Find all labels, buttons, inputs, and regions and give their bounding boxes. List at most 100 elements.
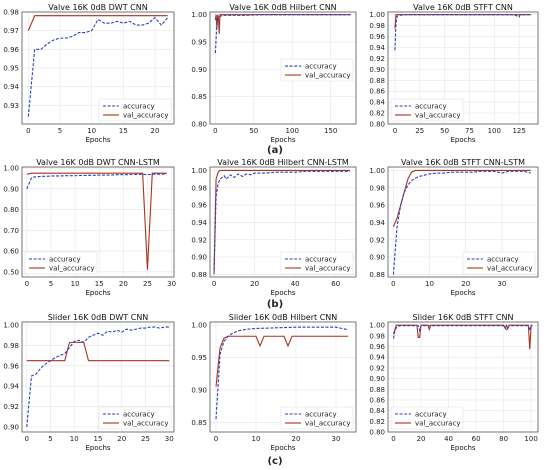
chart-panel-5: 0.88 0.90 0.92 0.94 0.96 0.98 1.00 0 20 40 60 Valve… <box>191 158 357 297</box>
x-tick-label: 25 <box>141 435 150 443</box>
chart-panel-2: 0.80 0.85 0.90 0.95 1.00 0 50 100 150 Valve 16K 0… <box>191 3 357 144</box>
plot-frame <box>209 166 357 278</box>
x-tick-label: 0 <box>391 435 395 443</box>
y-tick-label: 0.90 <box>191 386 207 394</box>
y-tick-label: 0.98 <box>369 184 385 192</box>
series-line-accuracy <box>392 170 531 275</box>
series-line-val-accuracy <box>26 172 167 270</box>
x-tick-label: 0 <box>391 280 395 288</box>
plot-frame <box>387 11 539 125</box>
x-tick-label: 0 <box>25 435 29 443</box>
chart-panel-3: 0.80 0.82 0.84 0.86 0.88 0.90 0.92 0.94 0.96 0.98… <box>369 3 539 144</box>
x-tick-label: 150 <box>324 127 337 135</box>
x-tick-label: 50 <box>440 127 449 135</box>
y-tick-label: 1.00 <box>3 165 19 173</box>
x-tick-label: 5 <box>49 280 53 288</box>
legend-label: val_accuracy <box>415 420 460 428</box>
y-tick-label: 0.90 <box>369 66 385 74</box>
plot-frame <box>21 11 175 125</box>
legend-label: accuracy <box>123 411 155 419</box>
plot-frame <box>209 321 357 433</box>
y-tick-label: 1.00 <box>369 11 385 19</box>
x-tick-label: 25 <box>143 280 152 288</box>
x-axis-label: Epochs <box>270 289 295 297</box>
series-line-accuracy <box>394 14 532 51</box>
x-tick-label: 15 <box>119 127 128 135</box>
x-tick-label: 20 <box>119 280 128 288</box>
y-tick-label: 1.00 <box>369 167 385 175</box>
y-tick-label: 0.84 <box>369 407 385 415</box>
y-tick-label: 0.80 <box>369 121 385 129</box>
legend-label: val_accuracy <box>305 420 350 428</box>
y-tick-label: 0.80 <box>191 121 207 129</box>
chart-title: Slider 16K 0dB DWT CNN <box>48 313 149 322</box>
y-tick-label: 0.95 <box>191 39 207 47</box>
y-tick-label: 0.96 <box>369 33 385 41</box>
y-tick-label: 0.94 <box>191 219 207 227</box>
plot-frame <box>21 321 175 433</box>
y-tick-label: 0.82 <box>369 110 385 118</box>
x-tick-label: 10 <box>71 280 80 288</box>
x-tick-label: 125 <box>512 127 525 135</box>
chart-title: Valve 16K 0dB Hilbert CNN <box>229 3 336 12</box>
row-label-a: (a) <box>267 145 283 156</box>
y-tick-label: 0.94 <box>369 354 385 362</box>
legend-label: accuracy <box>305 411 337 419</box>
x-tick-label: 15 <box>95 280 104 288</box>
x-tick-label: 75 <box>465 127 474 135</box>
chart-panel-8: 0.85 0.90 0.95 1.00 0 10 20 30 Slider 16K 0dB Hi… <box>191 313 357 452</box>
x-tick-label: 60 <box>472 435 481 443</box>
legend-label: val_accuracy <box>123 420 168 428</box>
y-tick-label: 0.98 <box>191 184 207 192</box>
x-tick-label: 0 <box>25 280 29 288</box>
series-line-val-accuracy <box>27 15 168 31</box>
y-tick-label: 0.88 <box>191 271 207 279</box>
legend-label: accuracy <box>305 63 337 71</box>
series-line-val-accuracy <box>26 341 170 362</box>
chart-panel-1: 0.93 0.94 0.95 0.96 0.97 0.98 0 5 10 15 20 Valve 16… <box>3 3 175 144</box>
y-tick-label: 0.86 <box>369 88 385 96</box>
x-axis-label: Epochs <box>450 136 475 144</box>
y-tick-label: 0.98 <box>369 22 385 30</box>
y-tick-label: 0.85 <box>191 93 207 101</box>
x-tick-label: 60 <box>331 280 340 288</box>
y-tick-label: 0.92 <box>3 403 19 411</box>
legend-label: val_accuracy <box>123 112 168 120</box>
y-tick-label: 0.70 <box>3 227 19 235</box>
x-tick-label: 20 <box>461 280 470 288</box>
x-tick-label: 30 <box>332 435 341 443</box>
x-tick-label: 80 <box>499 435 508 443</box>
y-tick-label: 0.90 <box>191 254 207 262</box>
y-tick-label: 0.96 <box>369 202 385 210</box>
y-tick-label: 0.93 <box>3 102 19 110</box>
series-line-accuracy <box>214 14 351 54</box>
x-tick-label: 25 <box>415 127 424 135</box>
x-tick-label: 10 <box>70 435 79 443</box>
x-tick-label: 0 <box>213 127 217 135</box>
y-tick-label: 0.98 <box>3 342 19 350</box>
x-tick-label: 40 <box>291 280 300 288</box>
y-tick-label: 0.96 <box>369 343 385 351</box>
chart-title: Slider 16K 0dB Hilbert CNN <box>229 313 338 322</box>
legend-label: accuracy <box>49 256 81 264</box>
x-tick-label: 30 <box>165 435 174 443</box>
series-line-accuracy <box>26 173 167 190</box>
x-tick-label: 30 <box>167 280 176 288</box>
y-tick-label: 0.86 <box>369 396 385 404</box>
y-tick-label: 0.96 <box>3 362 19 370</box>
y-tick-label: 0.92 <box>369 236 385 244</box>
x-tick-label: 0 <box>393 127 397 135</box>
x-tick-label: 100 <box>286 127 299 135</box>
y-tick-label: 1.00 <box>191 322 207 330</box>
legend-label: accuracy <box>415 103 447 111</box>
y-tick-label: 0.95 <box>3 65 19 73</box>
